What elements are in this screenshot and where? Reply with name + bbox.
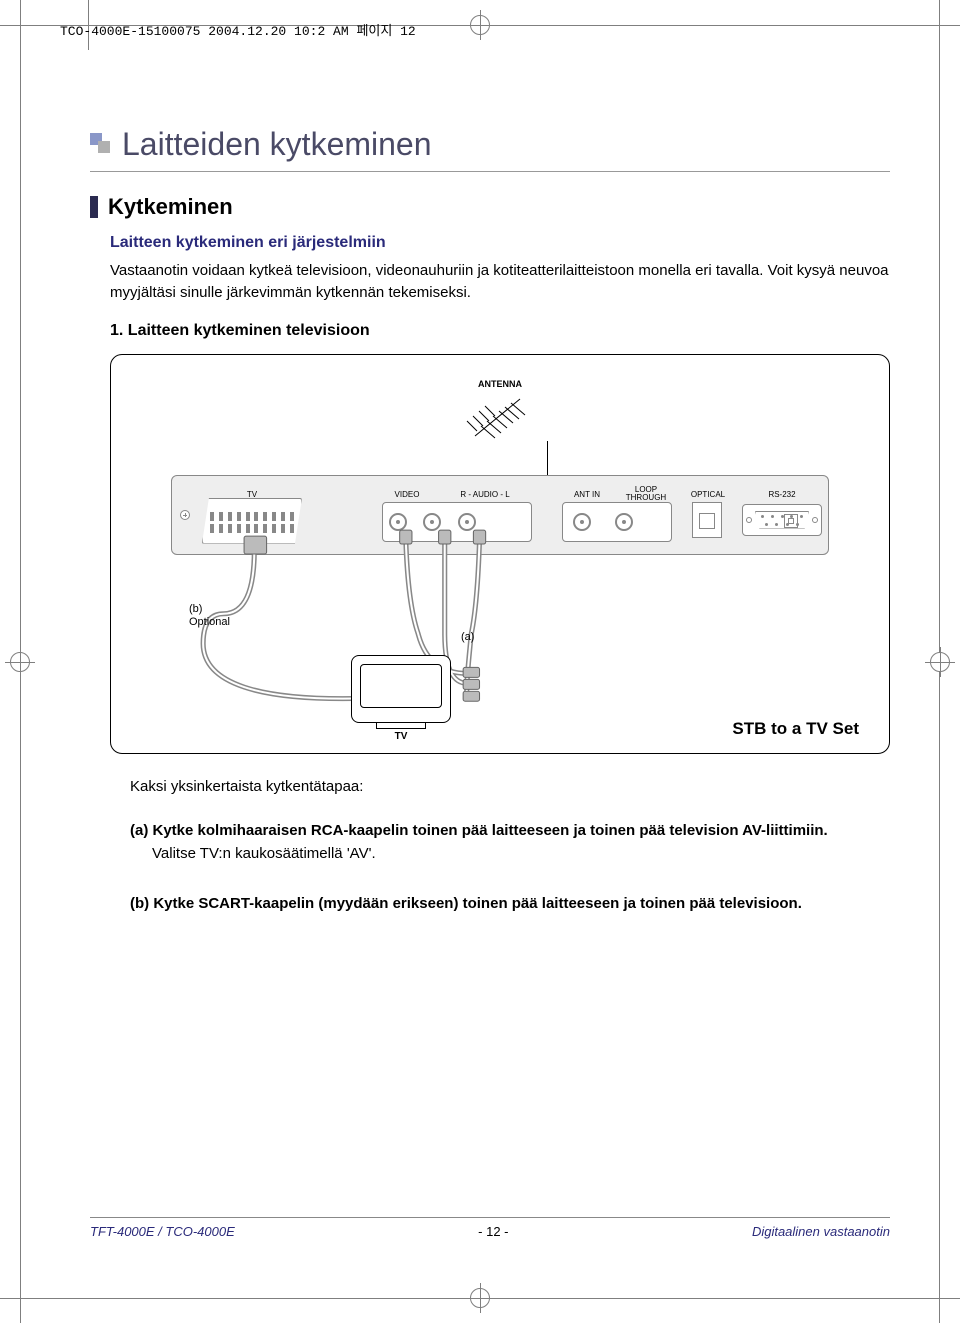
device-rear-panel: TV VIDEO R - AUDIO - L ANT IN LOOP THROU…	[171, 475, 829, 555]
page-content: Laitteiden kytkeminen Kytkeminen Laittee…	[90, 80, 890, 1243]
port-label-loop: LOOP THROUGH	[616, 486, 676, 502]
port-label-video: VIDEO	[382, 490, 432, 499]
page-title: Laitteiden kytkeminen	[122, 126, 432, 163]
method-b-bold: (b) Kytke SCART-kaapelin (myydään erikse…	[130, 895, 802, 912]
rca-port-group	[382, 502, 532, 542]
optical-port	[692, 502, 722, 538]
rca-jack-icon	[458, 513, 476, 531]
crop-right	[920, 0, 960, 1323]
step-heading: 1. Laitteen kytkeminen televisioon	[110, 322, 890, 340]
antenna-port-group	[562, 502, 672, 542]
port-label-antin: ANT IN	[562, 490, 612, 499]
footer-left: TFT-4000E / TCO-4000E	[90, 1224, 235, 1239]
intro-paragraph: Vastaanotin voidaan kytkeä televisioon, …	[110, 260, 890, 304]
antenna-label: ANTENNA	[478, 379, 522, 389]
method-b: (b) Kytke SCART-kaapelin (myydään erikse…	[130, 893, 890, 916]
crop-left	[0, 0, 40, 1323]
page-footer: TFT-4000E / TCO-4000E - 12 - Digitaaline…	[90, 1217, 890, 1239]
title-underline	[90, 171, 890, 172]
coax-jack-icon	[615, 513, 633, 531]
rs232-port	[742, 504, 822, 536]
a-marker: (a)	[461, 631, 474, 643]
method-a-bold: (a) Kytke kolmihaaraisen RCA-kaapelin to…	[130, 822, 828, 839]
port-label-tv: TV	[202, 490, 302, 499]
port-label-audio: R - AUDIO - L	[440, 490, 530, 499]
page-title-row: Laitteiden kytkeminen	[90, 126, 890, 163]
section-subtitle: Kytkeminen	[108, 194, 233, 220]
antenna-icon	[465, 391, 535, 441]
scart-pins-icon	[210, 512, 294, 521]
print-header: TCO-4000E-15100075 2004.12.20 10:2 AM 페이…	[60, 20, 416, 39]
aux-port-icon	[784, 514, 798, 528]
method-a: (a) Kytke kolmihaaraisen RCA-kaapelin to…	[130, 820, 890, 865]
footer-page-number: - 12 -	[478, 1224, 508, 1239]
screw-icon	[180, 510, 190, 520]
scart-pins-icon	[210, 524, 294, 533]
subtitle-bar-icon	[90, 196, 98, 218]
method-a-plain: Valitse TV:n kaukosäätimellä 'AV'.	[152, 845, 376, 862]
port-label-optical: OPTICAL	[686, 490, 730, 499]
optional-label: (b) Optional	[189, 603, 230, 629]
diagram-caption: STB to a TV Set	[732, 719, 859, 739]
tv-label: TV	[351, 731, 451, 742]
title-marker-icon	[90, 133, 114, 157]
scart-port	[202, 498, 302, 544]
crop-bottom	[0, 1273, 960, 1323]
intro-heading: Laitteen kytkeminen eri järjestelmiin	[110, 234, 890, 252]
b-marker: (b)	[189, 603, 202, 615]
optional-text: Optional	[189, 616, 230, 628]
methods-intro: Kaksi yksinkertaista kytkentätapaa:	[130, 776, 890, 799]
section-subtitle-row: Kytkeminen	[90, 194, 890, 220]
rca-jack-icon	[389, 513, 407, 531]
footer-right: Digitaalinen vastaanotin	[752, 1224, 890, 1239]
tv-illustration: TV	[351, 655, 451, 742]
rca-jack-icon	[423, 513, 441, 531]
coax-jack-icon	[573, 513, 591, 531]
connection-diagram: ANTENNA TV VIDEO	[110, 354, 890, 754]
port-label-rs232: RS-232	[752, 490, 812, 499]
